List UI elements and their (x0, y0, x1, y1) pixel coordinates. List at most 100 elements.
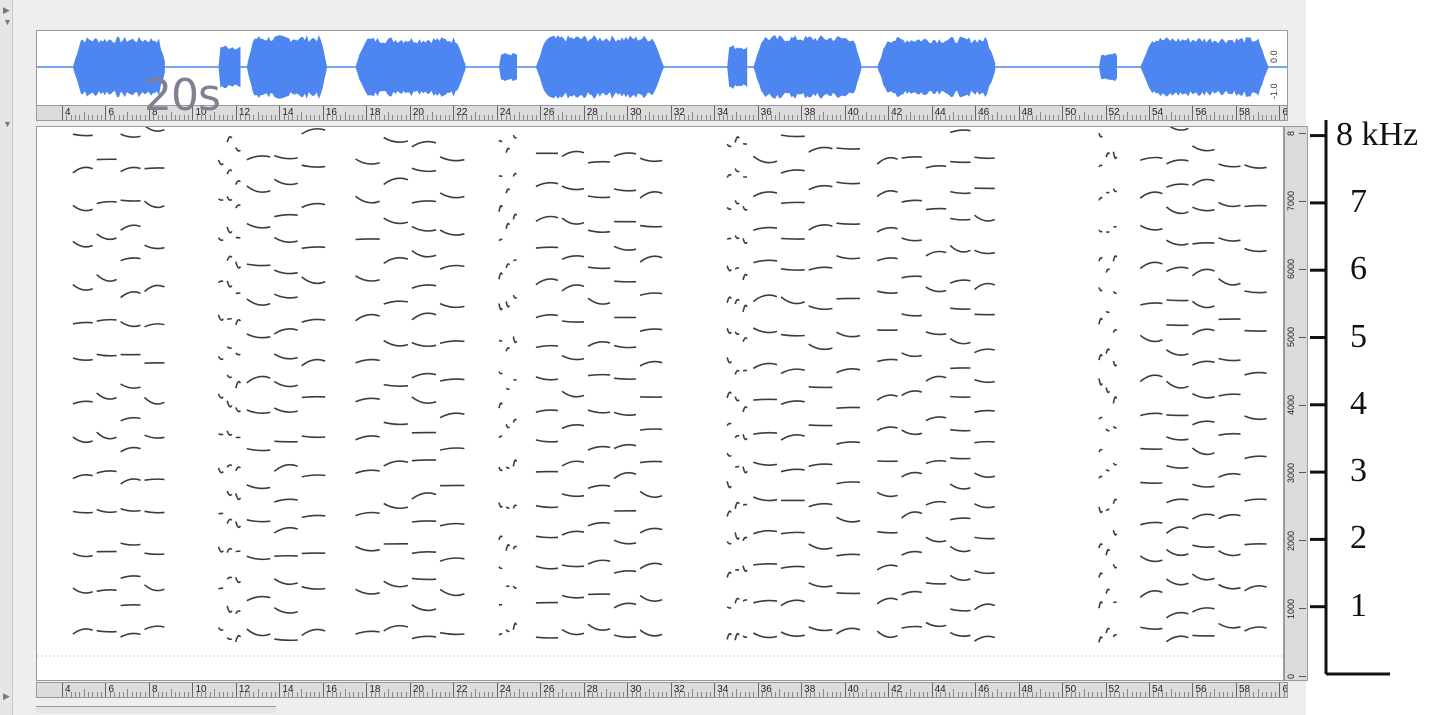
ruler-minor-tick (140, 692, 142, 697)
ruler-minor-tick (457, 692, 459, 697)
ruler-minor-tick (127, 689, 129, 697)
ruler-minor-tick (109, 692, 111, 697)
ruler-minor-tick (835, 692, 837, 697)
ruler-minor-tick (114, 692, 116, 697)
ruler-minor-tick (448, 692, 450, 697)
ruler-tick-label: 20 (412, 684, 424, 695)
ruler-minor-tick (1183, 115, 1185, 120)
spectrogram-panel[interactable] (36, 122, 1284, 681)
ruler-minor-tick (831, 115, 833, 120)
ruler-minor-tick (701, 692, 703, 697)
ruler-minor-tick (566, 692, 568, 697)
ruler-minor-tick (1179, 115, 1181, 120)
ruler-minor-tick (401, 692, 403, 697)
ruler-minor-tick (809, 692, 811, 697)
horizontal-scrollbar[interactable] (36, 706, 276, 713)
freq-axis-tick (1299, 200, 1306, 202)
ruler-minor-tick (805, 692, 807, 697)
ruler-minor-tick (653, 115, 655, 120)
ruler-minor-tick (705, 115, 707, 120)
ruler-minor-tick (1162, 692, 1164, 697)
ruler-minor-tick (88, 692, 90, 697)
ruler-minor-tick (1283, 692, 1285, 697)
ruler-minor-tick (396, 115, 398, 120)
ruler-minor-tick (201, 692, 203, 697)
ruler-minor-tick (1170, 689, 1172, 697)
ruler-minor-tick (762, 692, 764, 697)
ruler-minor-tick (966, 692, 968, 697)
ruler-minor-tick (1166, 692, 1168, 697)
ruler-minor-tick (1222, 692, 1224, 697)
ruler-tick-label: 16 (325, 107, 337, 118)
waveform-panel[interactable]: 0.0 -1.0 (36, 30, 1288, 106)
ruler-minor-tick (814, 115, 816, 120)
ruler-major-tick (366, 683, 368, 697)
ruler-minor-tick (448, 115, 450, 120)
ruler-minor-tick (388, 689, 390, 697)
ruler-minor-tick (535, 115, 537, 120)
ruler-major-tick (322, 106, 324, 120)
ruler-minor-tick (257, 689, 259, 697)
ruler-minor-tick (427, 115, 429, 120)
ruler-minor-tick (709, 115, 711, 120)
ruler-minor-tick (214, 689, 216, 697)
ruler-minor-tick (1131, 115, 1133, 120)
timeline-ruler-bottom[interactable]: 4 6 8 10 12 14 16 18 20 22 24 26 28 30 32 34 36 38 40 42 44 4… (36, 682, 1288, 698)
ruler-minor-tick (544, 115, 546, 120)
ruler-minor-tick (514, 115, 516, 120)
freq-scale-label: 5 (1350, 317, 1367, 355)
timeline-ruler-top[interactable]: 4 6 8 10 12 14 16 18 20 22 24 26 28 30 32 34 36 38 40 42 44 4… (36, 105, 1288, 121)
ruler-minor-tick (770, 115, 772, 120)
ruler-minor-tick (866, 112, 868, 120)
ruler-minor-tick (1214, 112, 1216, 120)
ruler-minor-tick (1049, 115, 1050, 120)
ruler-minor-tick (244, 692, 246, 697)
ruler-minor-tick (183, 115, 185, 120)
ruler-minor-tick (688, 115, 690, 120)
freq-axis-tick (1299, 268, 1306, 270)
waveform-segment-5 (535, 35, 664, 99)
ruler-minor-tick (362, 115, 364, 120)
ruler-minor-tick (640, 115, 642, 120)
ruler-minor-tick (288, 115, 290, 120)
ruler-major-tick (801, 683, 803, 697)
ruler-tick-label: 52 (1108, 684, 1120, 695)
ruler-minor-tick (1005, 692, 1007, 697)
ruler-minor-tick (431, 689, 433, 697)
ruler-minor-tick (196, 692, 198, 697)
ruler-minor-tick (918, 115, 920, 120)
ruler-tick-label: 58 (1238, 684, 1251, 695)
ruler-minor-tick (314, 115, 316, 120)
ruler-minor-tick (918, 692, 920, 697)
frequency-scale-lines (1310, 120, 1390, 676)
ruler-minor-tick (357, 115, 359, 120)
ruler-tick-label: 4 (65, 684, 71, 695)
ruler-minor-tick (153, 692, 155, 697)
ruler-minor-tick (1231, 692, 1233, 697)
ruler-minor-tick (209, 692, 211, 697)
freq-scale-label: 2 (1350, 519, 1367, 557)
ruler-minor-tick (1040, 112, 1042, 120)
ruler-minor-tick (188, 692, 190, 697)
ruler-minor-tick (1253, 692, 1255, 697)
ruler-tick-label: 36 (760, 684, 772, 695)
ruler-major-tick (583, 106, 585, 120)
ruler-minor-tick (575, 115, 577, 120)
ruler-minor-tick (988, 115, 990, 120)
ruler-minor-tick (875, 115, 877, 120)
ruler-major-tick (1279, 106, 1281, 120)
ruler-minor-tick (857, 115, 859, 120)
ruler-minor-tick (562, 112, 564, 120)
ruler-minor-tick (1014, 115, 1016, 120)
ruler-minor-tick (96, 115, 98, 120)
ruler-minor-tick (435, 692, 437, 697)
ruler-minor-tick (1066, 115, 1068, 120)
ruler-major-tick (366, 106, 368, 120)
ruler-minor-tick (1057, 692, 1059, 697)
ruler-minor-tick (505, 692, 507, 697)
ruler-minor-tick (996, 689, 998, 697)
ruler-minor-tick (183, 692, 185, 697)
ruler-minor-tick (788, 692, 790, 697)
ruler-tick-label: 24 (499, 684, 511, 695)
freq-scale-label: 6 (1350, 250, 1367, 288)
